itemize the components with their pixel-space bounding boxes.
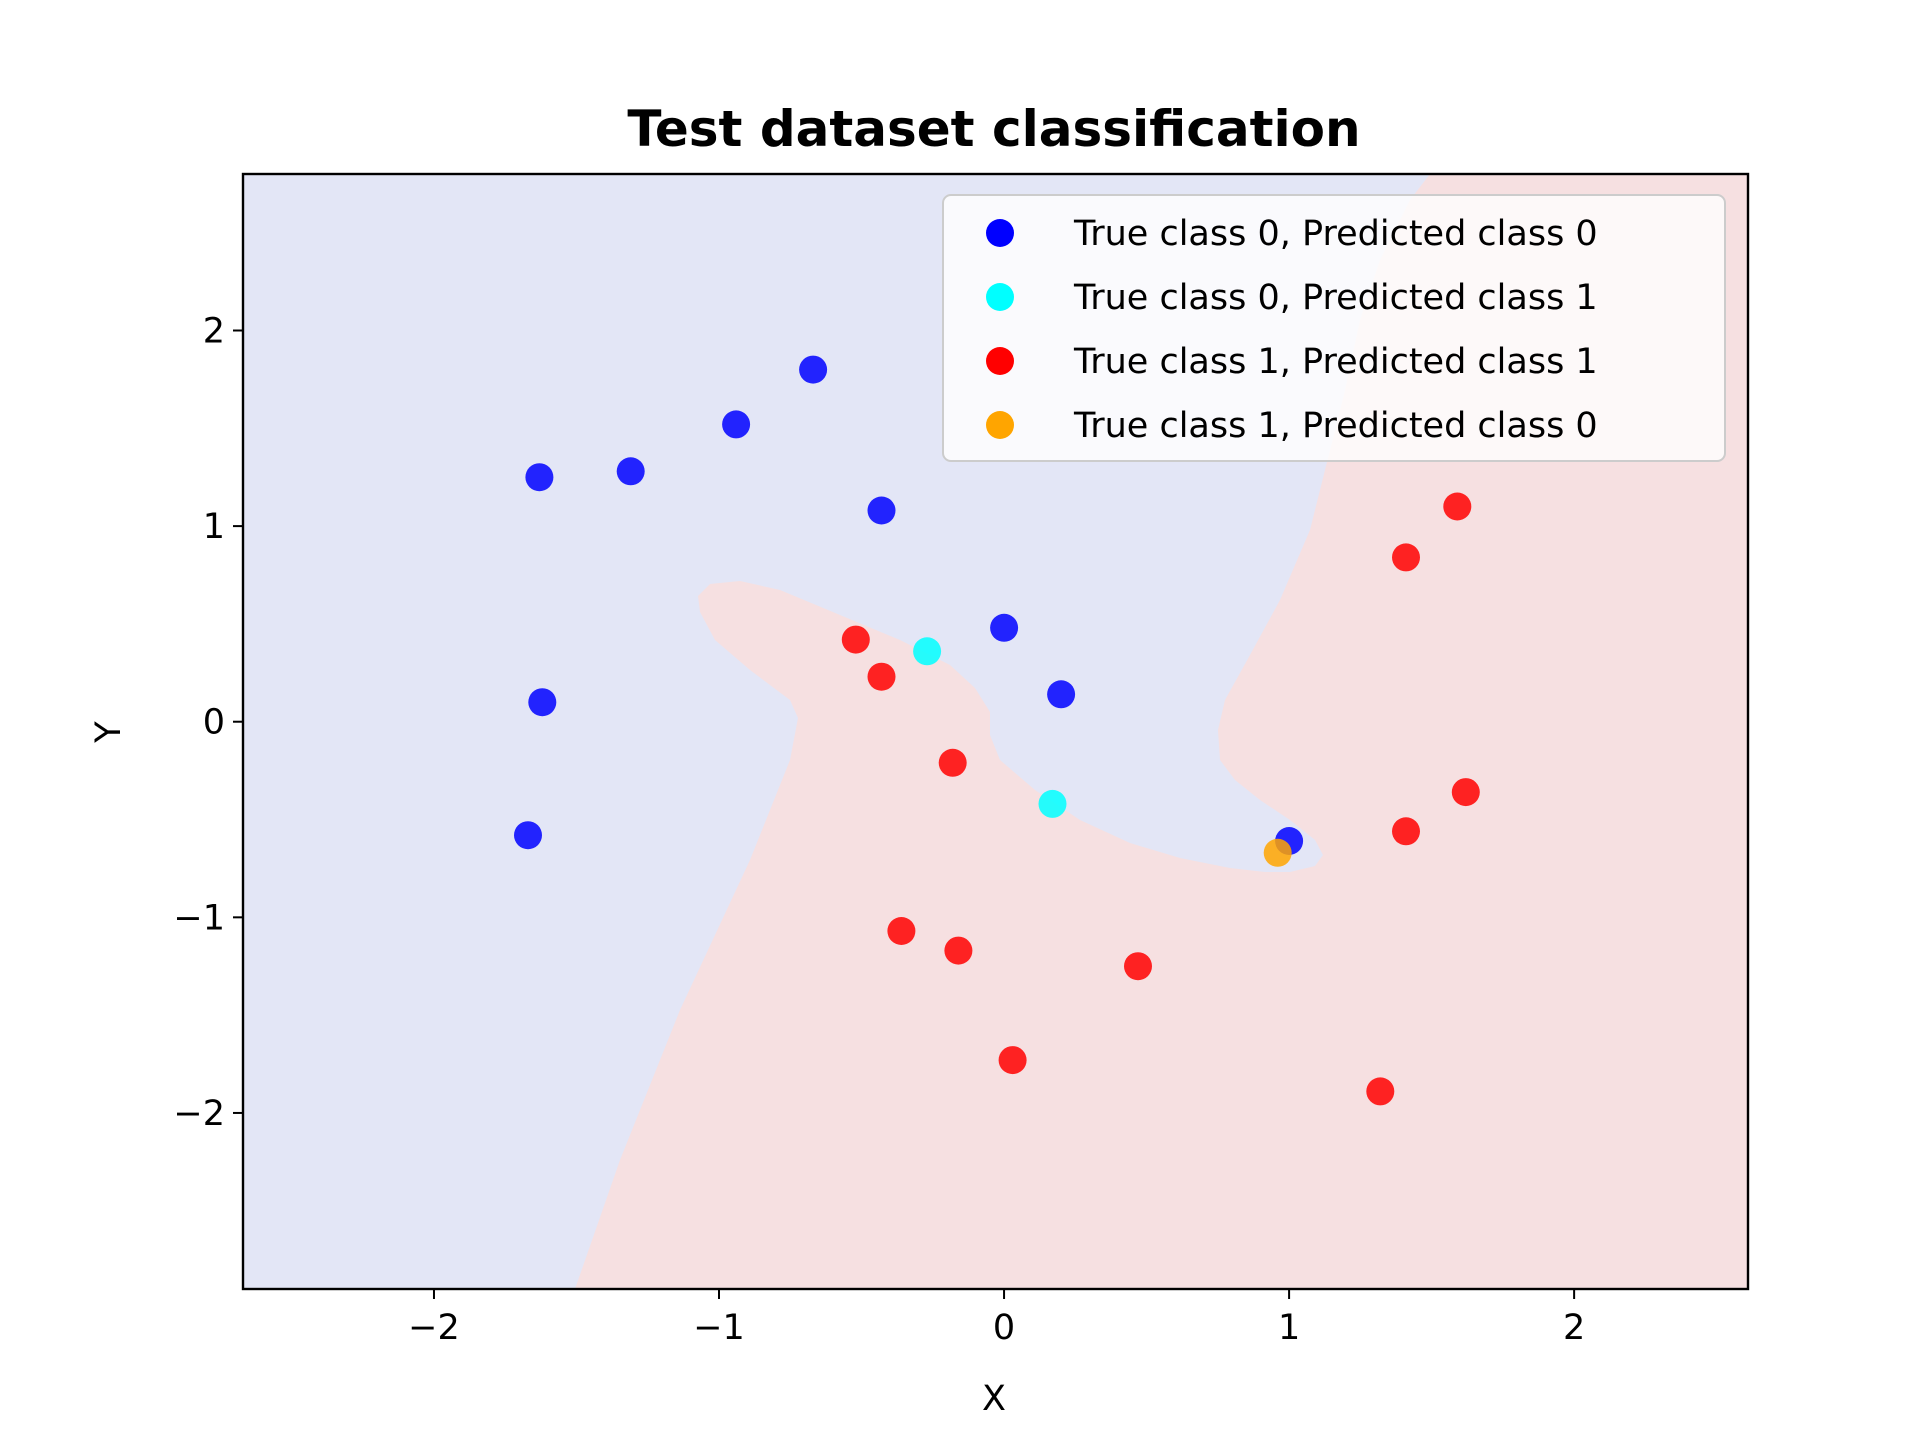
- data-point-series-2-2: [938, 748, 967, 777]
- data-point-series-2-1: [867, 662, 896, 691]
- y-axis-label: Y: [89, 721, 129, 744]
- data-point-series-2-11: [1443, 492, 1472, 521]
- y-tick-label: 1: [203, 507, 225, 547]
- data-point-series-2-3: [887, 917, 916, 945]
- y-tick-label: −1: [173, 898, 225, 938]
- data-point-series-3-0: [1263, 838, 1292, 867]
- data-point-series-2-6: [1124, 952, 1152, 981]
- legend-marker-2: [986, 347, 1014, 375]
- plot-frame: [241, 172, 1750, 1291]
- legend-label-3: True class 1, Predicted class 0: [1073, 406, 1598, 446]
- legend: True class 0, Predicted class 0 True clas…: [942, 194, 1726, 462]
- legend-marker-0: [986, 219, 1014, 247]
- legend-label-2: True class 1, Predicted class 1: [1073, 342, 1598, 382]
- x-axis: −2 −1 0 1 2: [408, 1289, 1585, 1348]
- data-point-series-0-5: [990, 613, 1019, 642]
- chart-title: Test dataset classification: [627, 100, 1360, 158]
- legend-marker-3: [986, 411, 1014, 439]
- x-tick-label: −2: [408, 1308, 460, 1348]
- data-point-series-0-4: [867, 496, 896, 525]
- y-tick-label: −2: [173, 1094, 225, 1134]
- y-tick-label: 2: [203, 311, 225, 351]
- data-point-series-0-0: [525, 463, 554, 492]
- data-points: [514, 355, 1480, 1106]
- legend-label-0: True class 0, Predicted class 0: [1073, 214, 1598, 254]
- x-axis-label: X: [982, 1379, 1006, 1419]
- data-point-series-0-8: [514, 821, 542, 850]
- data-point-series-0-3: [799, 355, 828, 384]
- data-point-series-0-2: [722, 410, 751, 439]
- x-tick-label: −1: [693, 1308, 745, 1348]
- legend-marker-1: [986, 283, 1014, 311]
- y-tick-label: 0: [203, 703, 225, 743]
- x-tick-label: 0: [993, 1308, 1015, 1348]
- data-point-series-0-6: [1047, 680, 1076, 709]
- data-point-series-1-1: [1038, 789, 1067, 818]
- data-point-series-2-7: [1366, 1077, 1395, 1106]
- data-point-series-2-8: [1392, 817, 1420, 846]
- data-point-series-2-10: [1392, 543, 1420, 572]
- data-point-series-2-9: [1451, 778, 1480, 807]
- y-axis: −2 −1 0 1 2: [173, 311, 243, 1134]
- data-point-series-2-5: [998, 1046, 1027, 1075]
- legend-box: [942, 194, 1726, 462]
- x-tick-label: 2: [1563, 1308, 1585, 1348]
- data-point-series-0-7: [528, 688, 557, 717]
- data-point-series-0-1: [616, 457, 645, 486]
- data-point-series-1-0: [913, 637, 942, 666]
- x-tick-label: 1: [1278, 1308, 1300, 1348]
- legend-label-1: True class 0, Predicted class 1: [1073, 278, 1598, 318]
- data-point-series-2-4: [944, 936, 973, 965]
- data-point-series-2-0: [841, 625, 870, 654]
